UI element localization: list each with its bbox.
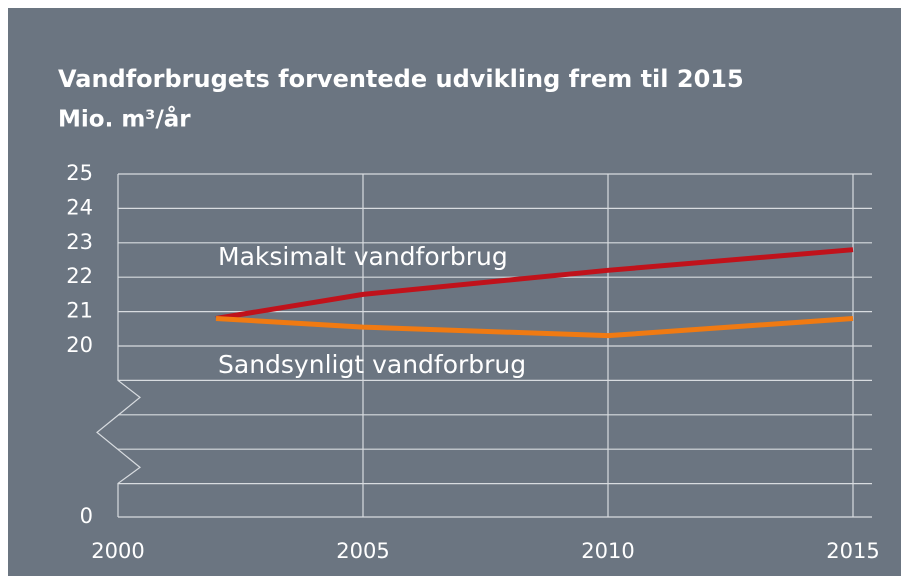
- background: [8, 8, 901, 576]
- x-tick-label: 2015: [826, 539, 879, 563]
- y-tick-label: 0: [80, 504, 93, 528]
- y-tick-label: 21: [66, 299, 93, 323]
- line-series: [215, 315, 854, 339]
- y-axis-break: [96, 174, 141, 517]
- x-tick-label: 2010: [581, 539, 634, 563]
- series-label: Maksimalt vandforbrug: [218, 242, 508, 271]
- y-tick-label: 20: [66, 333, 93, 357]
- y-tick-label: 25: [66, 161, 93, 185]
- series-label: Sandsynligt vandforbrug: [218, 350, 526, 379]
- x-tick-label: 2005: [336, 539, 389, 563]
- y-tick-label: 22: [66, 264, 93, 288]
- line-series: [215, 247, 854, 321]
- y-tick-label: 23: [66, 230, 93, 254]
- chart-subtitle: Mio. m³/år: [58, 106, 191, 133]
- x-tick-label: 2000: [91, 539, 144, 563]
- y-tick-label: 24: [66, 195, 93, 219]
- chart-title: Vandforbrugets forventede udvikling frem…: [58, 65, 744, 93]
